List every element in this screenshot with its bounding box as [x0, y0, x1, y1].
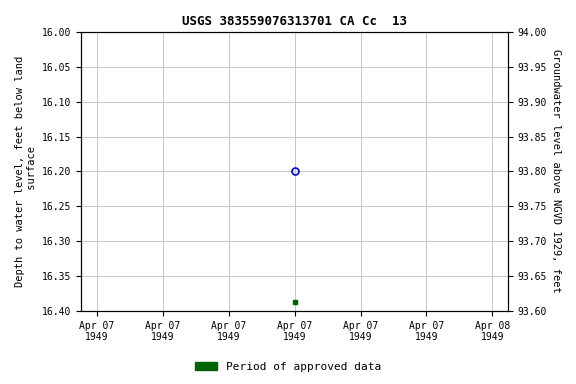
Y-axis label: Depth to water level, feet below land
 surface: Depth to water level, feet below land su… — [15, 56, 37, 287]
Y-axis label: Groundwater level above NGVD 1929, feet: Groundwater level above NGVD 1929, feet — [551, 50, 561, 293]
Title: USGS 383559076313701 CA Cc  13: USGS 383559076313701 CA Cc 13 — [182, 15, 407, 28]
Legend: Period of approved data: Period of approved data — [191, 358, 385, 377]
